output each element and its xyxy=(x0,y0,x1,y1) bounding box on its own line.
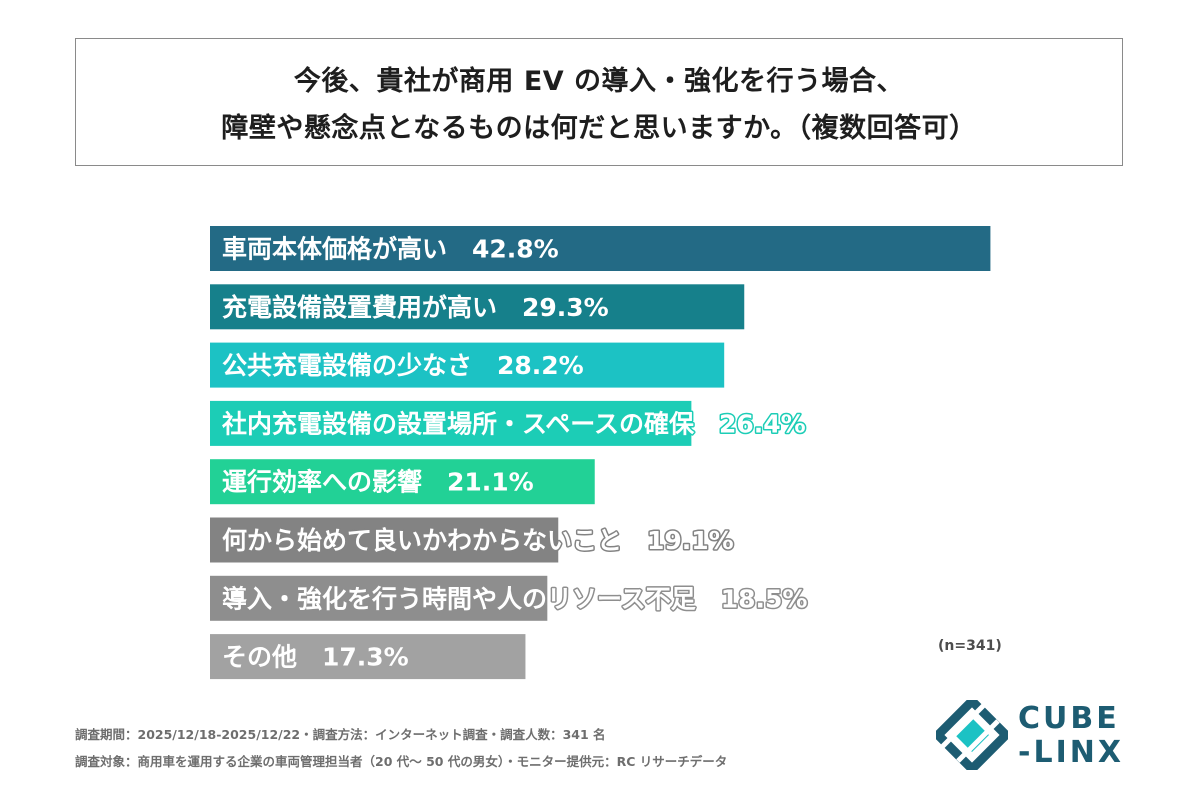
bar-label-4: 社内充電設備の設置場所・スペースの確保 26.4% xyxy=(222,409,806,438)
bar-1 xyxy=(210,226,991,271)
bar-3 xyxy=(210,342,725,388)
survey-period-footnote: 調査期間：2025/12/18-2025/12/22・調査方法：インターネット調… xyxy=(75,727,606,742)
bar-5 xyxy=(210,459,595,505)
bar-label-5: 運行効率への影響 21.1% xyxy=(222,468,534,497)
bar-label-8: その他 17.3% xyxy=(222,643,409,672)
cube-linx-logo: CUBE -LINX xyxy=(931,694,1126,776)
cube-logo-icon xyxy=(931,694,1013,776)
title-line-1: 今後、貴社が商用 EV の導入・強化を行う場合、 xyxy=(293,66,905,97)
bar-label-2: 充電設備設置費用が高い 29.3% xyxy=(222,293,609,322)
survey-target-footnote: 調査対象：商用車を運用する企業の車両管理担当者（20 代～ 50 代の男女）・モ… xyxy=(75,754,728,769)
bar-label-1: 車両本体価格が高い 42.8% xyxy=(222,235,559,264)
bar-8 xyxy=(210,634,526,680)
logo-text-linx: -LINX xyxy=(1018,735,1124,770)
logo-text-cube: CUBE xyxy=(1018,701,1120,736)
bar-2 xyxy=(210,284,745,330)
title-line-2: 障壁や懸念点となるものは何だと思いますか。（複数回答可） xyxy=(221,113,977,144)
bar-label-7: 導入・強化を行う時間や人のリソース不足 18.5% xyxy=(222,584,807,613)
bar-4 xyxy=(210,400,692,446)
bar-chart: 車両本体価格が高い 42.8% 充電設備設置費用が高い 29.3% 公共充電設備の少… xyxy=(210,226,991,680)
bar-7 xyxy=(210,575,548,621)
bar-label-3: 公共充電設備の少なさ 28.2% xyxy=(222,351,584,380)
bar-6 xyxy=(210,517,559,563)
title-box: 今後、貴社が商用 EV の導入・強化を行う場合、 障壁や懸念点となるものは何だと… xyxy=(75,38,1123,166)
sample-size-note: (n=341) xyxy=(938,638,1002,654)
bar-label-6: 何から始めて良いかわからないこと 19.1% xyxy=(222,526,734,555)
